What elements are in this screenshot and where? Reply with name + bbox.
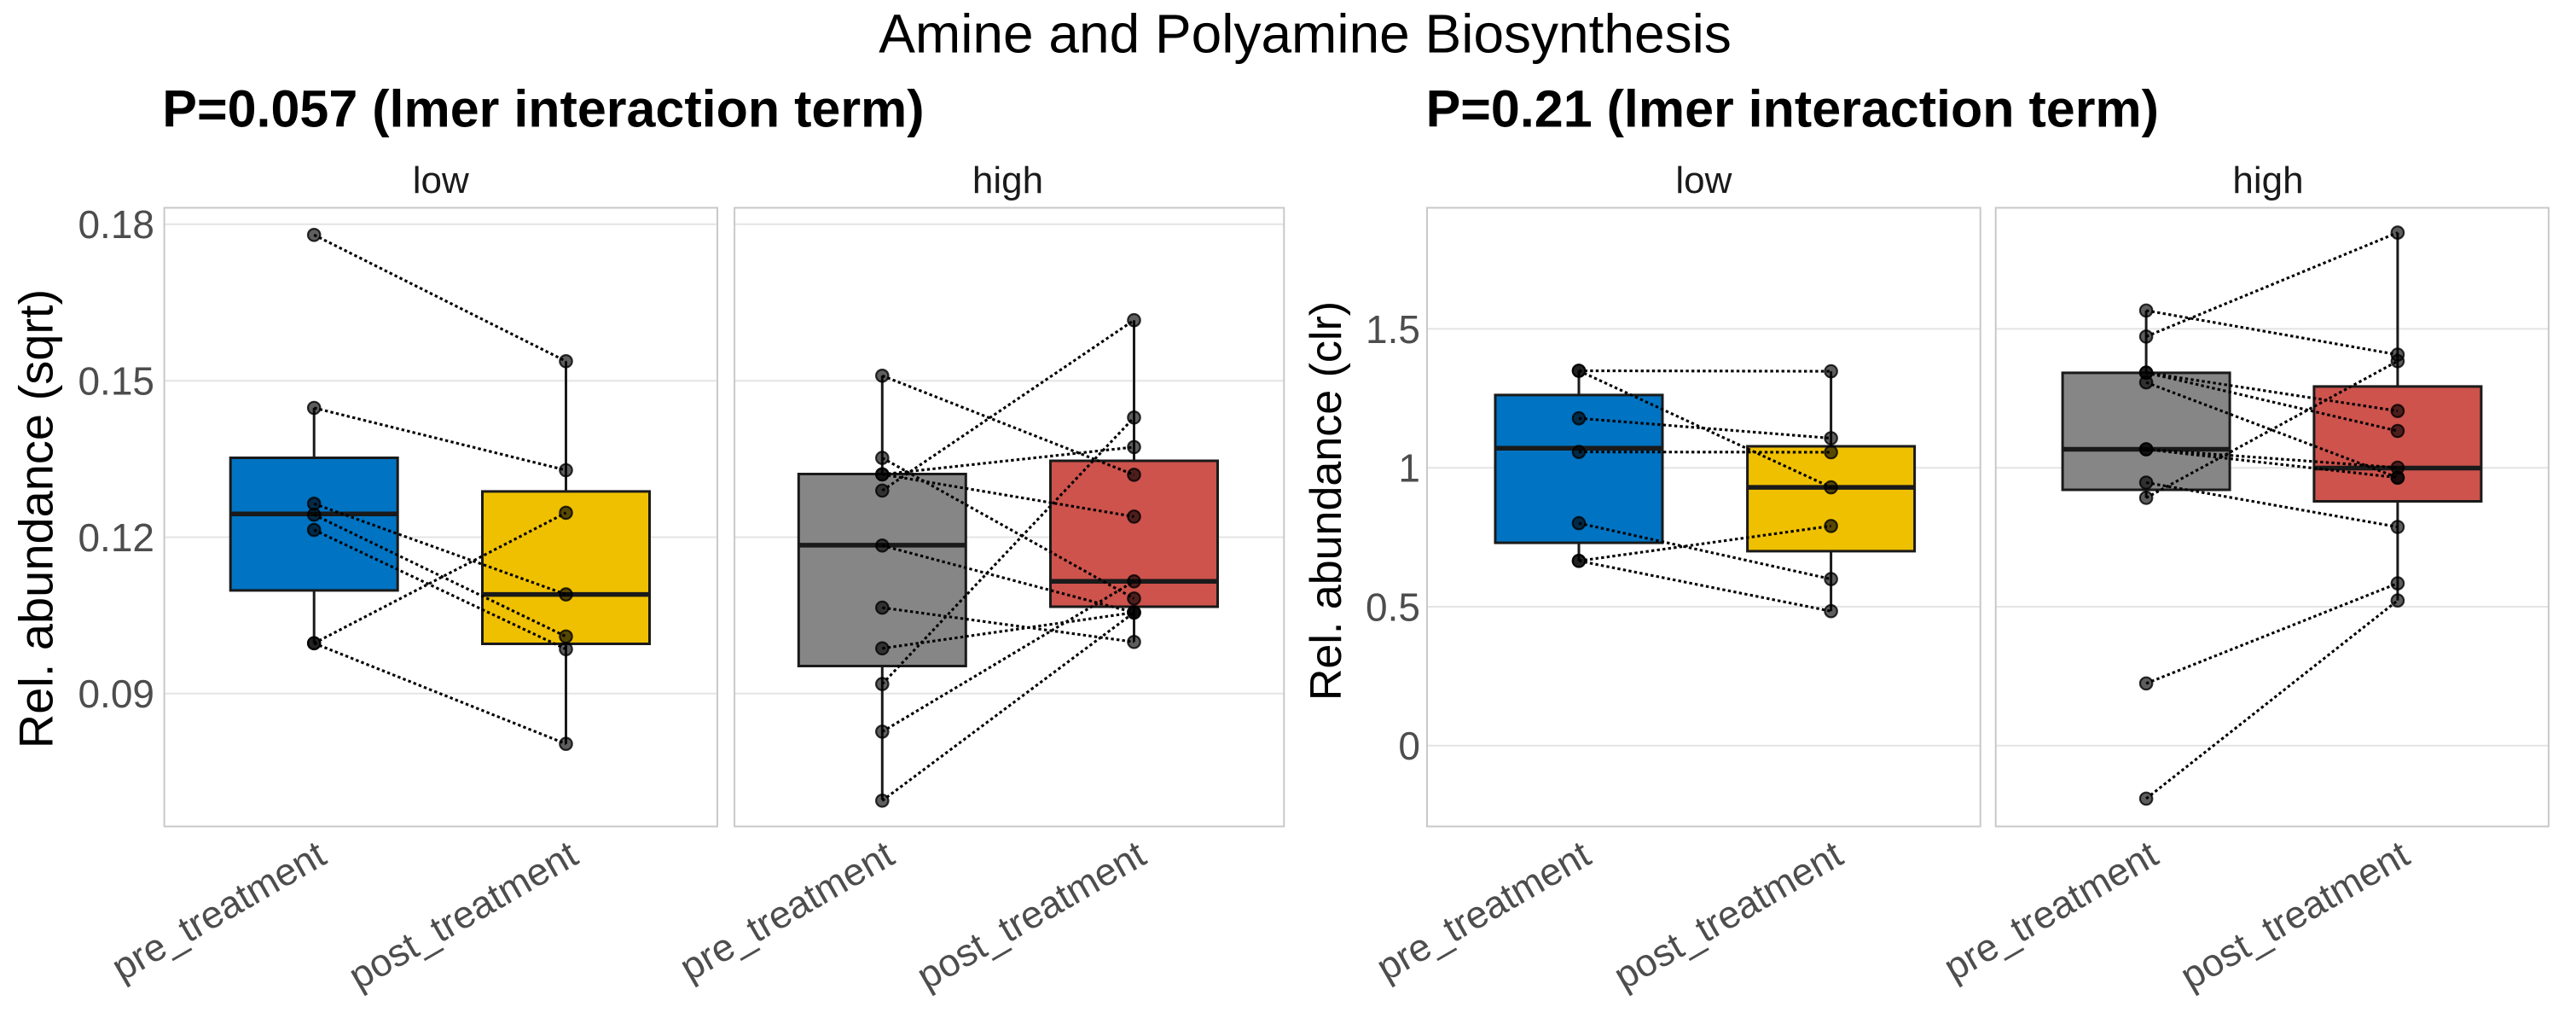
svg-text:1.5: 1.5 bbox=[1366, 307, 1420, 352]
svg-text:high: high bbox=[972, 160, 1043, 201]
svg-text:0.09: 0.09 bbox=[78, 672, 154, 716]
svg-text:0.12: 0.12 bbox=[78, 515, 154, 560]
svg-text:1: 1 bbox=[1398, 446, 1420, 491]
svg-text:Rel. abundance (clr): Rel. abundance (clr) bbox=[1302, 301, 1351, 701]
svg-text:P=0.057 (lmer interaction term: P=0.057 (lmer interaction term) bbox=[162, 79, 924, 137]
svg-text:low: low bbox=[413, 160, 469, 201]
svg-text:P=0.21 (lmer interaction term): P=0.21 (lmer interaction term) bbox=[1426, 79, 2159, 137]
svg-text:high: high bbox=[2232, 160, 2303, 201]
svg-text:0.18: 0.18 bbox=[78, 202, 154, 247]
svg-text:low: low bbox=[1675, 160, 1732, 201]
svg-text:0.5: 0.5 bbox=[1366, 585, 1420, 629]
svg-text:0.15: 0.15 bbox=[78, 359, 154, 404]
svg-text:Amine and Polyamine Biosynthes: Amine and Polyamine Biosynthesis bbox=[879, 3, 1732, 65]
svg-text:0: 0 bbox=[1398, 724, 1420, 768]
svg-text:Rel. abundance (sqrt): Rel. abundance (sqrt) bbox=[9, 289, 63, 749]
